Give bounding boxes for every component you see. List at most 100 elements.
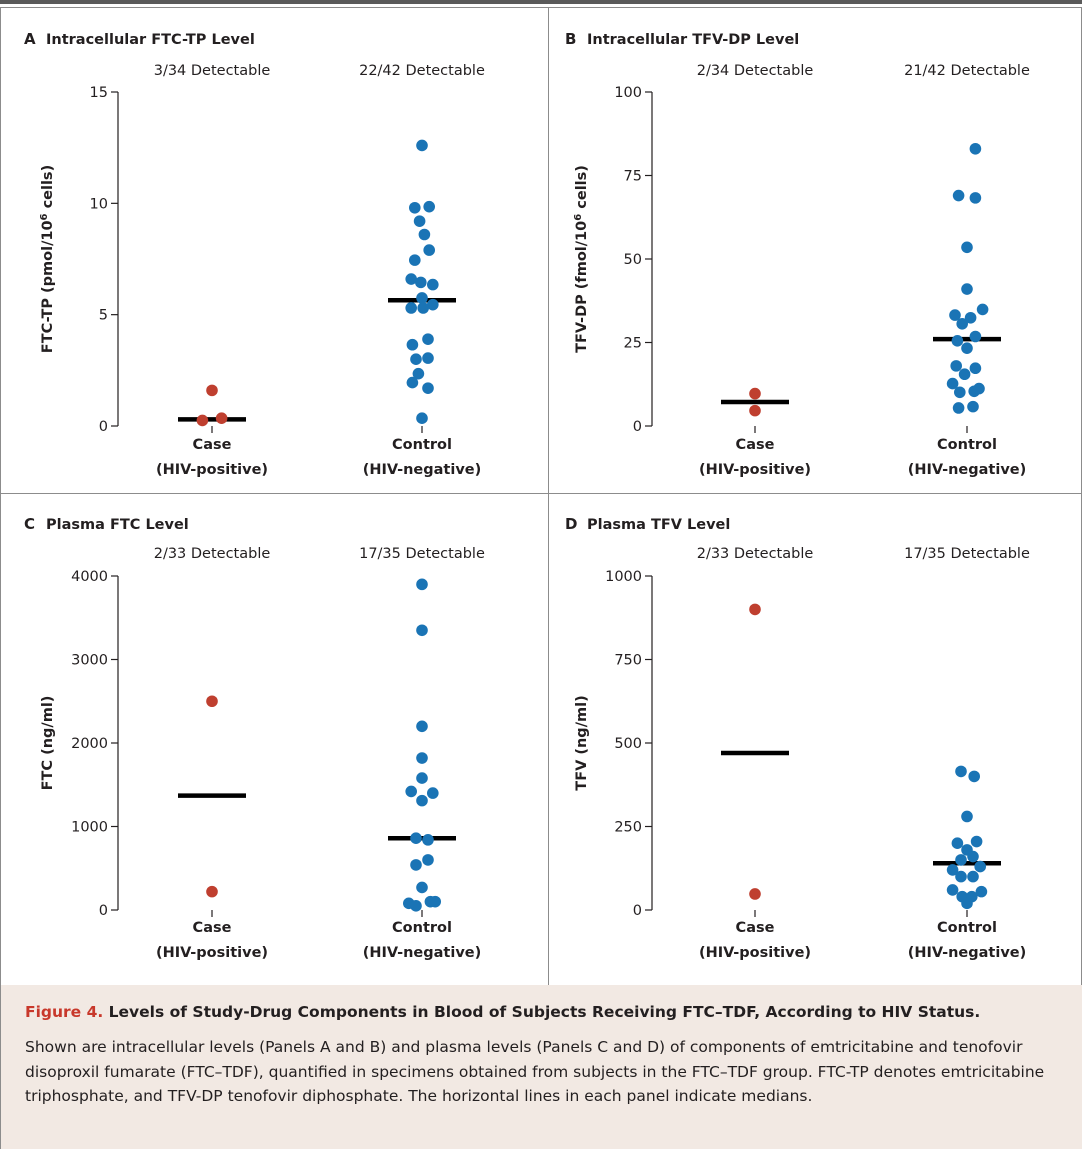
panel-c-y-tick-label: 2000 [71, 736, 108, 752]
panel-b-category-label-0: Case [736, 437, 775, 453]
panel-c-detectable-1: 17/35 Detectable [359, 546, 485, 562]
caption-body: Shown are intracellular levels (Panels A… [25, 1038, 1045, 1105]
panel-a-y-tick-label: 0 [99, 419, 108, 435]
panel-d-point-control [961, 897, 973, 910]
panel-d-point-control [946, 864, 959, 876]
panel-b-point-control [958, 368, 971, 381]
panel-b-point-case [749, 387, 761, 400]
panel-c-category-label-1: Control [392, 920, 452, 936]
panel-a-title: Intracellular FTC-TP Level [46, 32, 255, 48]
panel-d-y-label: TFV (ng/ml) [574, 695, 590, 790]
panel-a-point-control [418, 228, 431, 241]
panel-b-point-control [976, 303, 989, 316]
panel-b-point-control [969, 362, 982, 375]
panel-c-detectable-0: 2/33 Detectable [154, 546, 271, 562]
panel-d-point-control [951, 837, 964, 849]
panel-d-category-label-0: (HIV-positive) [699, 945, 811, 961]
panel-a-point-control [416, 139, 428, 152]
panel-a-category-label-0: Case [193, 437, 232, 453]
figure-caption: Figure 4. Levels of Study-Drug Component… [0, 985, 1082, 1149]
panel-a-letter: A [24, 30, 36, 48]
panel-c-point-case [206, 885, 218, 898]
panel-c: C Plasma FTC Level 2/33 Detectable 17/35 De… [0, 494, 541, 986]
panel-b-point-control [949, 309, 961, 321]
panel-b-point-control [961, 342, 973, 354]
panel-c-y-tick-label: 4000 [71, 569, 108, 585]
panel-a-point-control [423, 244, 436, 256]
panel-c-y-tick-label: 1000 [71, 820, 108, 836]
panel-a-y-tick-label: 10 [90, 196, 108, 212]
y-label-part: 6 [573, 214, 584, 221]
panel-a-point-control [427, 298, 439, 311]
panel-b-category-label-0: (HIV-positive) [699, 462, 811, 478]
panel-d-point-control [967, 850, 979, 863]
panel-a-point-control [417, 302, 430, 314]
panel-b-point-control [961, 283, 973, 295]
panel-b: B Intracellular TFV-DP Level 2/34 Detectab… [541, 8, 1082, 500]
panel-d-y-tick-label: 250 [614, 820, 642, 836]
caption-title-text: Levels of Study-Drug Components in Blood… [108, 1003, 981, 1021]
panel-c-point-control [405, 785, 418, 798]
panel-c-category-label-0: Case [193, 920, 232, 936]
panel-d-y-tick-label: 750 [614, 653, 642, 669]
panel-c-point-control [416, 881, 428, 894]
panel-b-detectable-0: 2/34 Detectable [697, 63, 814, 79]
panel-c-point-control [416, 772, 428, 784]
panel-c-point-control [422, 834, 434, 846]
panel-d-point-control [975, 885, 988, 898]
panel-c-point-control [422, 854, 434, 866]
panel-b-letter: B [565, 30, 576, 48]
panel-c-y-tick-label: 3000 [71, 653, 108, 669]
panel-a-category-label-1: Control [392, 437, 452, 453]
panel-d-category-label-0: Case [736, 920, 775, 936]
panel-d-category-label-1: (HIV-negative) [908, 945, 1026, 961]
panel-c-point-control [416, 578, 428, 591]
caption-title: Figure 4. Levels of Study-Drug Component… [25, 1003, 1065, 1021]
panel-d-detectable-1: 17/35 Detectable [904, 546, 1030, 562]
panel-b-point-control [969, 330, 982, 343]
panel-d-point-control [967, 870, 979, 883]
panel-c-point-control [416, 752, 428, 764]
panel-d-point-control [970, 835, 983, 848]
panel-a-y-tick-label: 5 [99, 308, 108, 324]
panel-c-point-control [427, 787, 439, 799]
panel-a-detectable-0: 3/34 Detectable [154, 63, 271, 79]
y-label-part: 6 [39, 213, 50, 220]
panel-b-point-control [956, 317, 968, 330]
panel-d-point-control [968, 770, 980, 783]
y-label-part: FTC-TP (pmol/10 [40, 220, 56, 353]
panel-b-point-control [952, 402, 965, 414]
panel-a-point-control [416, 292, 428, 304]
caption-figure-label: Figure 4. [25, 1003, 104, 1021]
y-label-part: cells) [40, 165, 56, 214]
panel-a-point-control [427, 278, 439, 291]
panel-b-y-label: TFV-DP (fmol/106 cells) [573, 165, 591, 353]
panel-a-point-control [409, 201, 421, 214]
panel-d-point-control [946, 884, 959, 896]
panel-d-point-control [961, 810, 973, 823]
panel-d-point-control [955, 870, 967, 883]
panel-c-point-control [410, 832, 422, 844]
divider-horizontal [0, 493, 1082, 494]
panel-a-point-case [196, 414, 209, 427]
panel-c-y-label: FTC (ng/ml) [40, 696, 56, 791]
panel-c-point-case [206, 695, 218, 708]
panel-b-point-control [961, 241, 973, 254]
panel-d-chart: D Plasma TFV Level 2/33 Detectable 17/35 De… [565, 515, 1030, 961]
panel-b-y-tick-label: 25 [624, 336, 642, 352]
panel-a-point-control [406, 338, 419, 351]
panel-a-point-case [215, 412, 228, 425]
panel-a-detectable-1: 22/42 Detectable [359, 63, 485, 79]
panel-a-point-control [410, 353, 422, 366]
panel-b-category-label-1: Control [937, 437, 997, 453]
panel-b-y-tick-label: 100 [614, 85, 642, 101]
panel-a-point-control [423, 200, 436, 213]
panel-d-category-label-1: Control [937, 920, 997, 936]
divider-left-edge [0, 8, 1, 985]
panel-c-y-tick-label: 0 [99, 903, 108, 919]
panel-a: A Intracellular FTC-TP Level 3/34 Detectab… [0, 8, 541, 500]
panel-c-category-label-1: (HIV-negative) [363, 945, 481, 961]
panel-a-point-control [409, 254, 421, 266]
panel-d-y-tick-label: 1000 [605, 569, 642, 585]
y-label-part: FTC (ng/ml) [40, 696, 56, 791]
